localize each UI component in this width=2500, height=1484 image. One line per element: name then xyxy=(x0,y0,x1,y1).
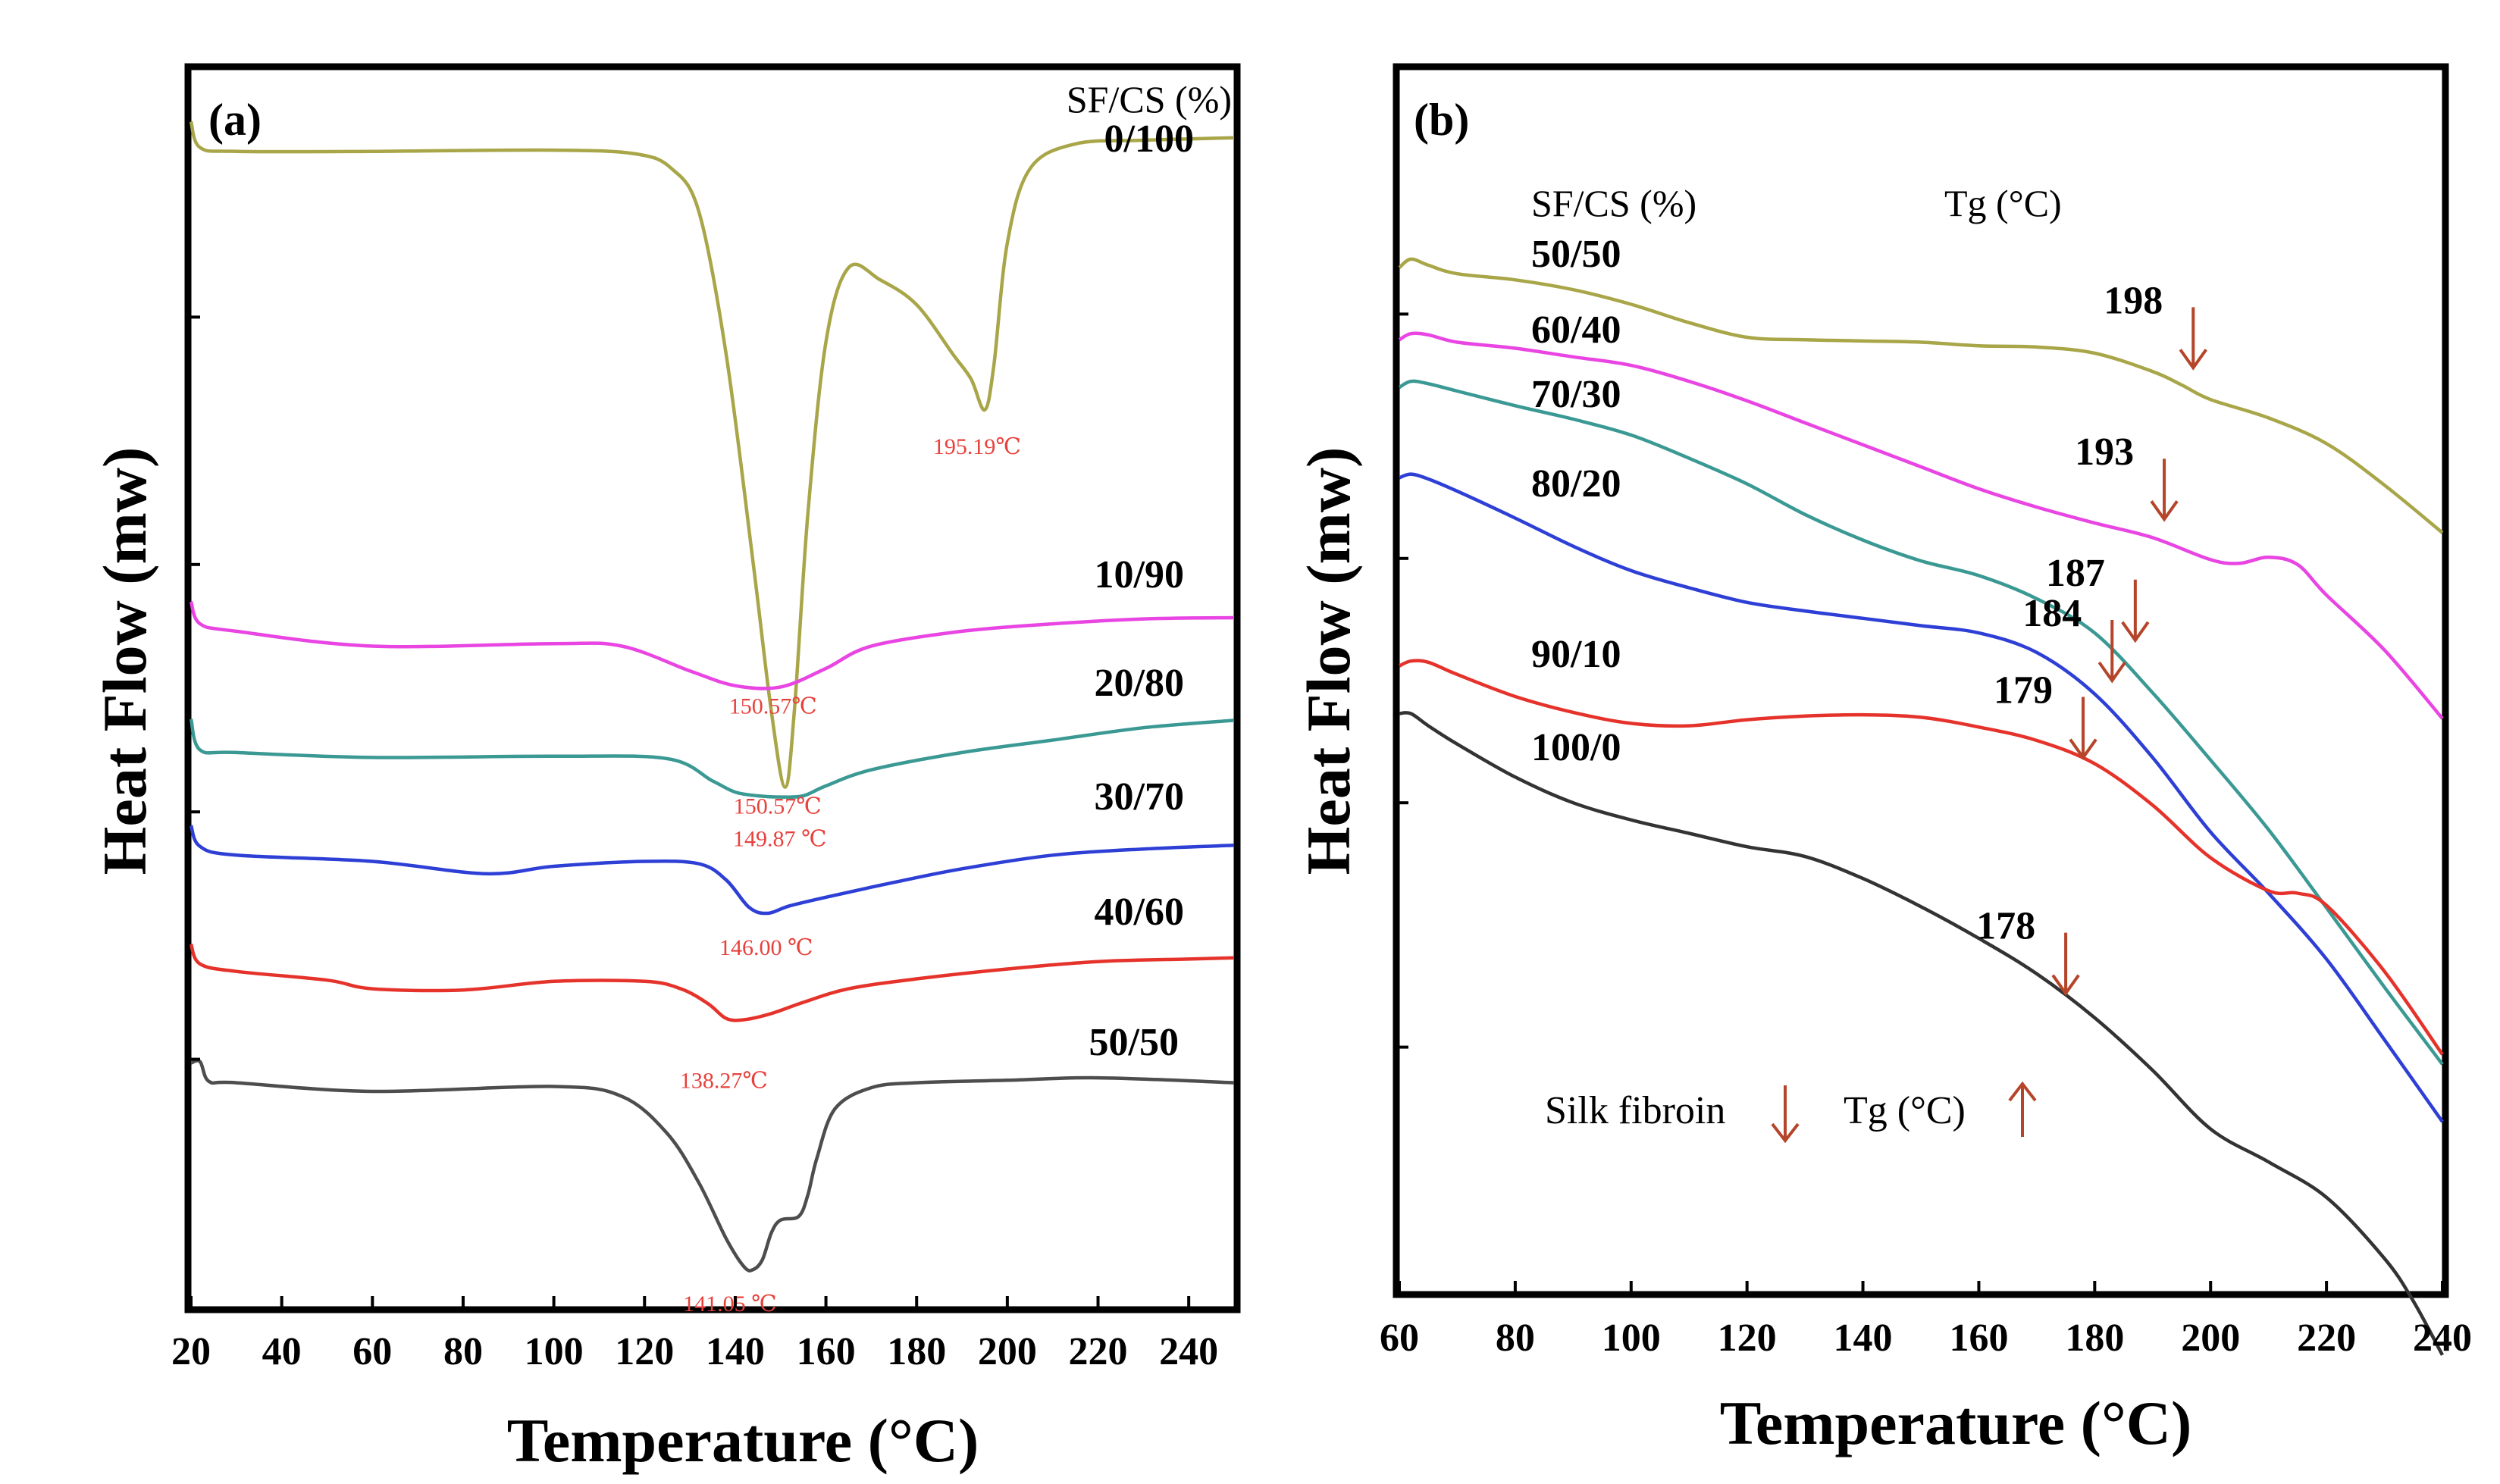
legend-label-0-100: 0/100 xyxy=(1104,117,1194,161)
legend-label-70-30: 70/30 xyxy=(1531,373,1621,416)
arrow-up-icon xyxy=(2008,1081,2037,1137)
tg-note: Tg (°C) xyxy=(1844,1089,1966,1132)
x-tick-label: 20 xyxy=(171,1330,211,1373)
tg-arrow-icon xyxy=(2097,620,2126,684)
series-line-20-80 xyxy=(189,719,1235,799)
x-tick-label: 180 xyxy=(2065,1317,2124,1360)
tg-arrow-icon xyxy=(2069,697,2097,761)
x-tick-label: 60 xyxy=(352,1330,392,1373)
panel-b-curves xyxy=(1398,257,2444,1356)
panel-a-peak-labels: 195.19℃ 150.57℃ 150.57℃ 149.87 ℃ 146.00 ℃ 138… xyxy=(680,434,1021,1317)
panel-a-curves xyxy=(189,121,1235,1273)
x-tick-label: 100 xyxy=(1602,1317,1661,1360)
peak-label: 150.57℃ xyxy=(734,794,822,819)
legend-label-90-10: 90/10 xyxy=(1531,633,1621,676)
legend-label-30-70: 30/70 xyxy=(1095,775,1184,819)
panel-b-label: (b) xyxy=(1414,95,1469,145)
series-line-100-0 xyxy=(1399,711,2444,1356)
series-line-10-90 xyxy=(189,600,1235,690)
series-line-50-50 xyxy=(190,1059,1235,1273)
x-tick-label: 200 xyxy=(978,1330,1037,1373)
legend-label-10-90: 10/90 xyxy=(1095,553,1184,596)
panel-b-x-ticks: 60 80 100 120 140 160 180 200 220 240 xyxy=(1380,1281,2472,1360)
x-tick-label: 240 xyxy=(1159,1330,1218,1373)
panel-a: 195.19℃ 150.57℃ 150.57℃ 149.87 ℃ 146.00 ℃ 138… xyxy=(90,63,1241,1475)
series-line-30-70 xyxy=(189,825,1235,916)
x-tick-label: 200 xyxy=(2181,1317,2240,1360)
tg-arrow-icon xyxy=(2179,307,2207,371)
peak-label: 138.27℃ xyxy=(680,1068,768,1093)
silk-fibroin-note: Silk fibroin xyxy=(1545,1089,1725,1132)
tg-value-label: 179 xyxy=(1994,669,2053,712)
peak-label: 195.19℃ xyxy=(933,434,1021,459)
peak-label: 141.05 ℃ xyxy=(683,1291,777,1317)
panel-b-tg-header: Tg (°C) xyxy=(1944,182,2062,224)
x-tick-label: 60 xyxy=(1380,1317,1419,1360)
x-tick-label: 140 xyxy=(1834,1317,1893,1360)
x-tick-label: 160 xyxy=(797,1330,856,1373)
tg-value-label: 178 xyxy=(1976,905,2035,948)
panel-b-legend-header: SF/CS (%) xyxy=(1531,182,1696,224)
legend-label-50-50: 50/50 xyxy=(1531,233,1621,276)
panel-b-x-axis-label: Temperature (°C) xyxy=(1720,1389,2192,1457)
panel-a-legend: 0/100 10/90 20/80 30/70 40/60 50/50 xyxy=(1089,117,1194,1064)
tg-arrow-icon xyxy=(2051,932,2080,997)
x-tick-label: 240 xyxy=(2413,1317,2472,1360)
legend-label-80-20: 80/20 xyxy=(1531,462,1621,506)
panel-a-x-ticks: 20 40 60 80 100 120 140 160 180 200 220 240 xyxy=(171,1296,1218,1373)
legend-label-60-40: 60/40 xyxy=(1531,308,1621,352)
tg-value-label: 184 xyxy=(2022,592,2082,635)
arrow-down-icon xyxy=(1771,1085,1800,1144)
tg-arrow-icon xyxy=(2150,459,2179,522)
panel-b-y-axis-label: Heat Flow (mw) xyxy=(1294,447,1363,875)
x-tick-label: 220 xyxy=(1069,1330,1128,1373)
legend-label-100-0: 100/0 xyxy=(1531,726,1621,769)
series-line-90-10 xyxy=(1398,659,2444,1056)
tg-value-label: 187 xyxy=(2046,552,2105,595)
tg-arrow-icon xyxy=(2121,579,2150,643)
tg-value-label: 193 xyxy=(2075,430,2134,474)
series-line-70-30 xyxy=(1398,379,2444,1066)
panel-b-y-ticks xyxy=(1399,312,1408,1049)
panel-b-legend: 50/50 60/40 70/30 80/20 90/10 100/0 xyxy=(1531,233,1621,769)
legend-label-50-50: 50/50 xyxy=(1089,1021,1179,1064)
x-tick-label: 80 xyxy=(1496,1317,1535,1360)
panel-a-y-ticks xyxy=(191,315,200,1061)
panel-a-x-axis-label: Temperature (°C) xyxy=(507,1406,979,1475)
x-tick-label: 160 xyxy=(1949,1317,2008,1360)
series-line-40-60 xyxy=(189,943,1235,1022)
peak-label: 149.87 ℃ xyxy=(733,827,827,852)
x-tick-label: 80 xyxy=(443,1330,483,1373)
x-tick-label: 40 xyxy=(262,1330,302,1373)
series-line-60-40 xyxy=(1398,331,2444,720)
panel-a-frame xyxy=(184,63,1241,1313)
peak-label: 146.00 ℃ xyxy=(719,935,813,960)
legend-label-20-80: 20/80 xyxy=(1095,662,1184,705)
legend-label-40-60: 40/60 xyxy=(1095,891,1184,934)
tg-value-label: 198 xyxy=(2104,279,2163,322)
peak-label: 150.57℃ xyxy=(729,693,817,719)
x-tick-label: 180 xyxy=(887,1330,946,1373)
panel-a-legend-header: SF/CS (%) xyxy=(1067,78,1232,121)
x-tick-label: 120 xyxy=(615,1330,674,1373)
x-tick-label: 220 xyxy=(2297,1317,2356,1360)
x-tick-label: 100 xyxy=(525,1330,584,1373)
x-tick-label: 120 xyxy=(1718,1317,1777,1360)
series-line-80-20 xyxy=(1399,472,2444,1123)
series-line-0-100 xyxy=(189,121,1235,789)
panel-b-frame xyxy=(1393,63,2449,1298)
x-tick-label: 140 xyxy=(706,1330,765,1373)
series-line-50-50 xyxy=(1398,257,2444,534)
panel-a-label: (a) xyxy=(208,95,262,145)
panel-a-y-axis-label: Heat Flow (mw) xyxy=(90,447,159,875)
